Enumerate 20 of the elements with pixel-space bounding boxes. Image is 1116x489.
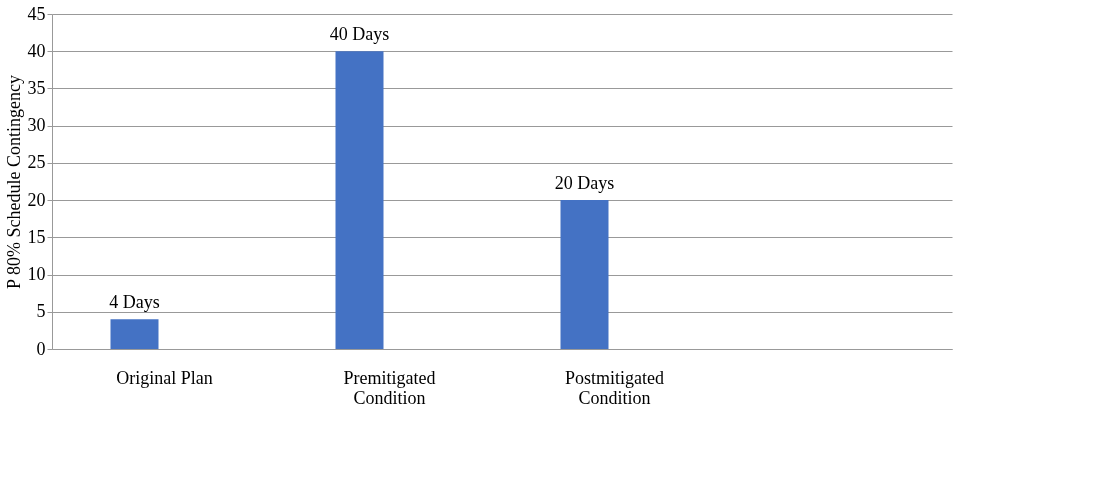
y-tick-label: 0 <box>36 338 46 359</box>
data-label: 20 Days <box>554 173 615 194</box>
bar <box>110 319 159 349</box>
y-axis-title: P 80% Schedule Contingency <box>3 75 24 289</box>
x-tick-label: Premitigated Condition <box>343 367 436 408</box>
bar <box>560 200 609 349</box>
x-tick-label: Postmitigated Condition <box>565 367 664 408</box>
y-tick-label: 25 <box>27 152 46 173</box>
y-tick-label: 30 <box>27 115 46 136</box>
y-tick-label: 15 <box>27 226 46 247</box>
y-tick-label: 10 <box>27 264 46 285</box>
data-label: 4 Days <box>109 292 160 313</box>
y-tick-label: 45 <box>27 3 46 24</box>
y-tick-label: 20 <box>27 189 46 210</box>
bar <box>335 51 384 349</box>
y-tick-label: 5 <box>36 301 46 322</box>
data-label: 40 Days <box>329 24 390 45</box>
y-tick-label: 35 <box>27 77 46 98</box>
y-tick-label: 40 <box>27 40 46 61</box>
x-tick-label: Original Plan <box>116 367 213 388</box>
